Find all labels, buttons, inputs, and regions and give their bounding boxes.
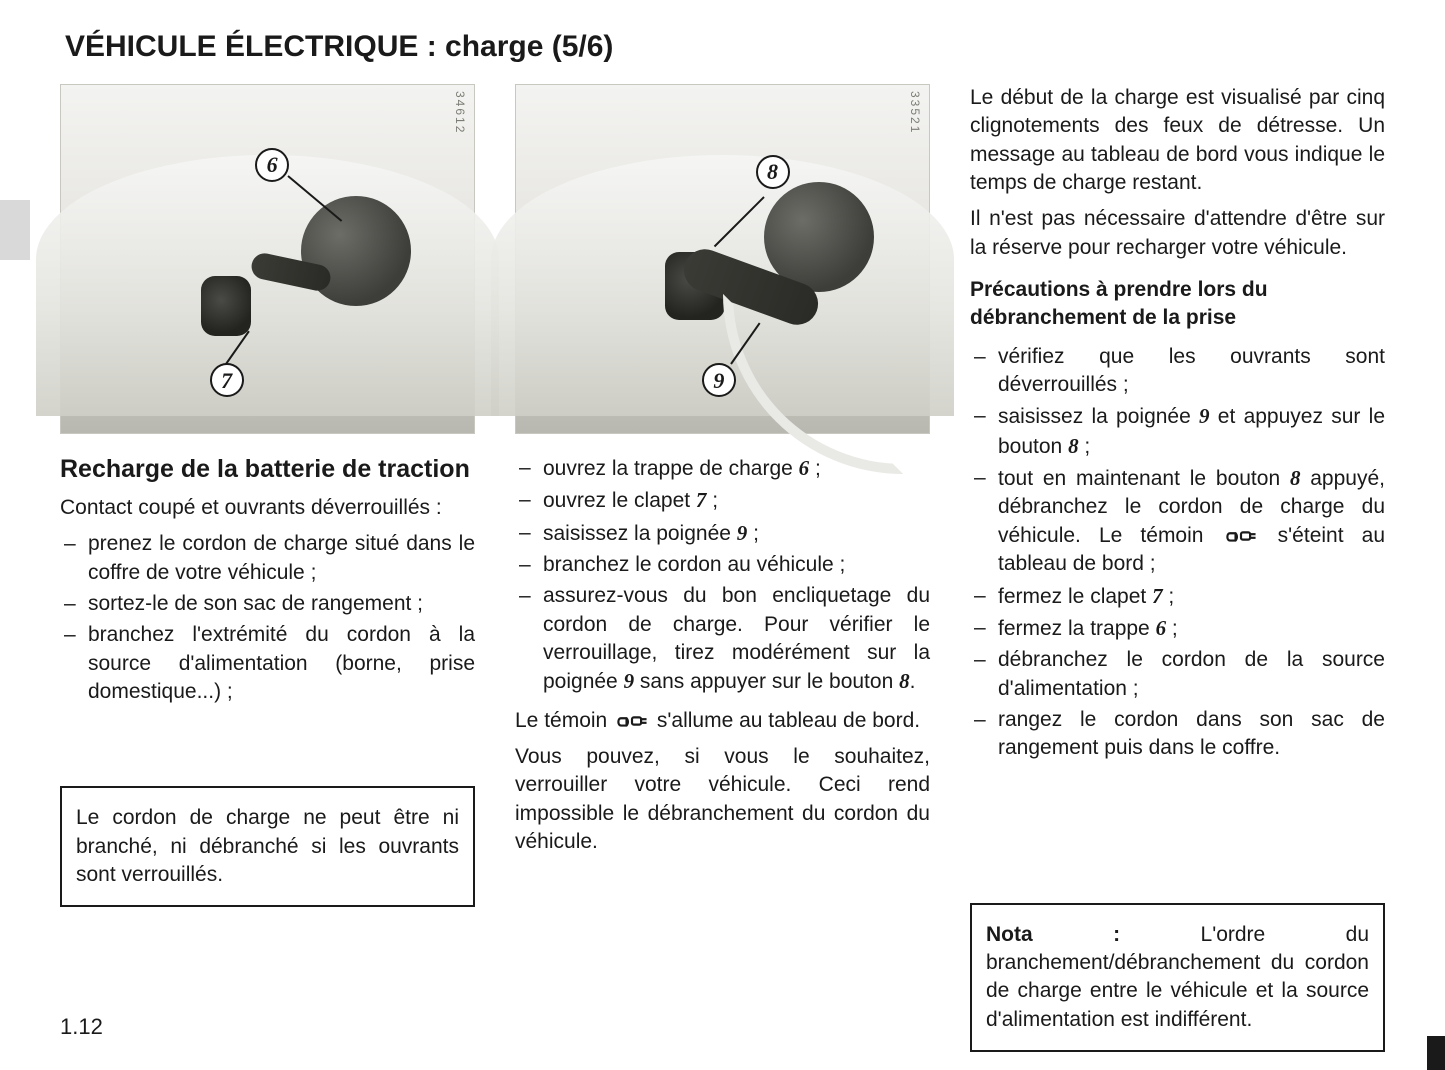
plug-icon [1222,526,1260,546]
paragraph: Le début de la charge est visualisé par … [970,84,1385,197]
list-item: branchez le cordon au véhicule ; [515,551,930,579]
callout-9: 9 [702,363,736,397]
note-text: Le cordon de charge ne peut être ni bran… [76,806,459,886]
list-item: débranchez le cordon de la source d'alim… [970,646,1385,703]
list-item: branchez l'extrémité du cordon à la sour… [60,621,475,706]
figure-right: 33521 8 9 [515,84,930,434]
list-item: sortez-le de son sac de rangement ; [60,590,475,618]
callout-8: 8 [756,155,790,189]
list-item: saisissez la poignée 9 ; [515,519,930,548]
paragraph: Il n'est pas nécessaire d'attendre d'êtr… [970,205,1385,262]
page-title: VÉHICULE ÉLECTRIQUE : charge (5/6) [60,30,1385,64]
list-item: fermez la trappe 6 ; [970,614,1385,643]
side-tab [0,200,30,260]
paragraph: Le témoin s'allume au tableau de bord. [515,707,930,735]
corner-crop-mark [1427,1036,1445,1070]
column-2: 33521 8 9 ouvrez la trappe de charge 6 ;… [515,84,930,1052]
list-item: prenez le cordon de charge situé dans le… [60,530,475,587]
list-item: assurez-vous du bon encliquetage du cord… [515,582,930,696]
figure-left: 34612 6 7 [60,84,475,434]
spacer [60,716,475,786]
column-1: 34612 6 7 Recharge de la batterie de tra… [60,84,475,1052]
nota-box: Nota : L'ordre du branchement/débranchem… [970,903,1385,1052]
subsection-heading: Précautions à prendre lors du débranchem… [970,276,1385,333]
car-body-illustration [36,155,499,416]
figure-ref-code: 34612 [452,91,468,134]
list-item: fermez le clapet 7 ; [970,582,1385,611]
charge-port [201,276,251,336]
steps-list: vérifiez que les ouvrants sont déverroui… [970,343,1385,763]
spacer [970,773,1385,903]
list-item: vérifiez que les ouvrants sont déverroui… [970,343,1385,400]
nota-label: Nota : [986,923,1201,946]
list-item: ouvrez la trappe de charge 6 ; [515,454,930,483]
intro-text: Contact coupé et ouvrants déverrouillés … [60,494,475,522]
paragraph: Vous pouvez, si vous le souhaitez, verro… [515,743,930,856]
list-item: tout en maintenant le bouton 8 appuyé, d… [970,464,1385,578]
warning-note-box: Le cordon de charge ne peut être ni bran… [60,786,475,907]
list-item: saisissez la poignée 9 et appuyez sur le… [970,402,1385,461]
manual-page: VÉHICULE ÉLECTRIQUE : charge (5/6) 34612… [0,0,1445,1070]
figure-ref-code: 33521 [907,91,923,134]
list-item: ouvrez le clapet 7 ; [515,486,930,515]
columns: 34612 6 7 Recharge de la batterie de tra… [60,84,1385,1052]
column-3: Le début de la charge est visualisé par … [970,84,1385,1052]
steps-list: prenez le cordon de charge situé dans le… [60,530,475,706]
plug-icon [613,711,651,731]
callout-6: 6 [255,148,289,182]
page-number: 1.12 [60,1014,103,1040]
charge-cable [723,294,903,474]
section-heading: Recharge de la batterie de traction [60,454,475,484]
list-item: rangez le cordon dans son sac de rangeme… [970,706,1385,763]
callout-7: 7 [210,363,244,397]
steps-list: ouvrez la trappe de charge 6 ; ouvrez le… [515,454,930,697]
